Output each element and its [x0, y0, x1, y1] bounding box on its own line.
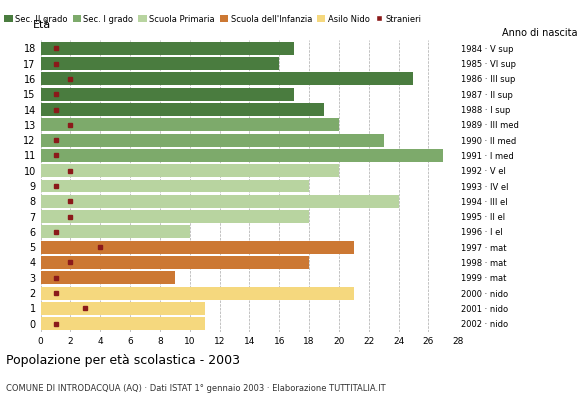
Legend: Sec. II grado, Sec. I grado, Scuola Primaria, Scuola dell'Infanzia, Asilo Nido, : Sec. II grado, Sec. I grado, Scuola Prim… [4, 14, 422, 24]
Bar [41, 286, 354, 300]
Bar [41, 317, 205, 330]
Bar [41, 256, 309, 269]
Bar [41, 88, 294, 101]
Bar [41, 103, 324, 116]
Bar [41, 164, 339, 177]
Text: Età: Età [33, 20, 52, 30]
Bar [41, 302, 205, 315]
Bar [41, 118, 339, 131]
Bar [41, 42, 294, 55]
Bar [41, 271, 175, 284]
Text: Popolazione per età scolastica - 2003: Popolazione per età scolastica - 2003 [6, 354, 240, 367]
Bar [41, 149, 443, 162]
Bar [41, 210, 309, 223]
Bar [41, 180, 309, 192]
Bar [41, 57, 279, 70]
Bar [41, 195, 398, 208]
Text: Anno di nascita: Anno di nascita [502, 28, 577, 38]
Bar [41, 225, 190, 238]
Text: COMUNE DI INTRODACQUA (AQ) · Dati ISTAT 1° gennaio 2003 · Elaborazione TUTTITALI: COMUNE DI INTRODACQUA (AQ) · Dati ISTAT … [6, 384, 386, 393]
Bar [41, 241, 354, 254]
Bar [41, 72, 414, 86]
Bar [41, 134, 383, 147]
